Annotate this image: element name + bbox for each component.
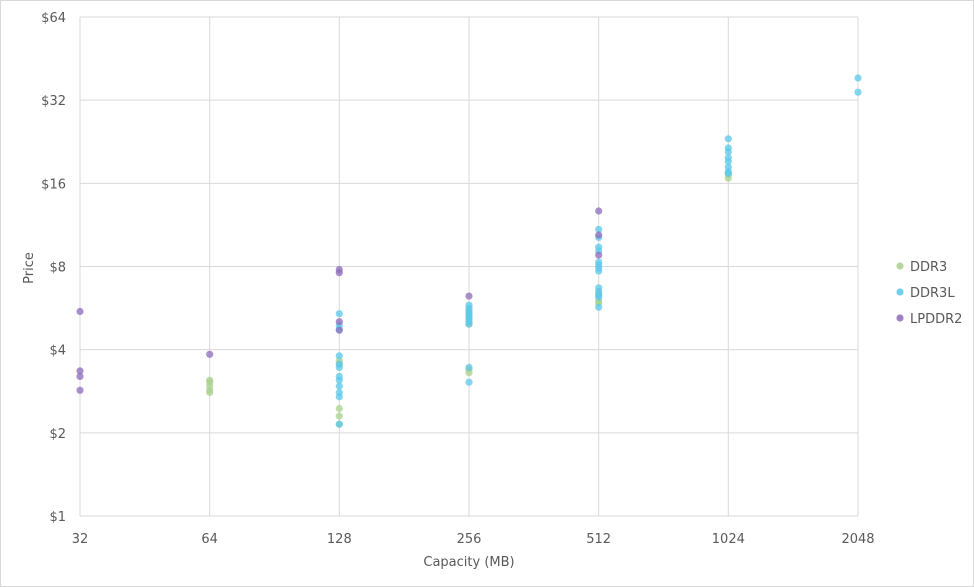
legend-label: DDR3 xyxy=(910,260,947,275)
legend-marker xyxy=(896,288,904,296)
x-tick-label: 1024 xyxy=(712,532,745,547)
data-points xyxy=(76,74,862,428)
data-point xyxy=(335,420,343,428)
y-axis-title: Price xyxy=(22,252,37,284)
gridlines xyxy=(79,16,859,517)
data-point xyxy=(465,320,473,328)
y-tick-label: $1 xyxy=(49,510,66,525)
data-point xyxy=(854,88,862,96)
data-point xyxy=(595,207,603,215)
data-point xyxy=(465,292,473,300)
data-point xyxy=(206,350,214,358)
data-point xyxy=(465,363,473,371)
data-point xyxy=(76,307,84,316)
data-point xyxy=(335,363,343,371)
data-point xyxy=(595,231,603,239)
x-tick-label: 128 xyxy=(327,532,352,547)
data-point xyxy=(724,169,732,177)
y-tick-label: $16 xyxy=(41,177,66,192)
data-point xyxy=(335,352,343,360)
data-point xyxy=(206,388,214,397)
data-point xyxy=(595,267,603,275)
legend-label: LPDDR2 xyxy=(910,312,962,327)
legend-marker xyxy=(896,262,904,270)
x-tick-label: 256 xyxy=(457,532,482,547)
data-point xyxy=(335,326,343,334)
x-axis-title: Capacity (MB) xyxy=(423,555,514,570)
tick-labels: 32 64 128 256 512 1024 2048 $1 $2 $4 $8 $16 $32 $64 xyxy=(41,11,874,547)
data-point xyxy=(76,372,84,380)
data-point xyxy=(335,393,343,401)
data-point xyxy=(76,386,84,394)
data-point xyxy=(335,404,343,413)
data-point xyxy=(724,135,732,143)
legend-label: DDR3L xyxy=(910,286,955,301)
x-tick-label: 32 xyxy=(72,532,89,547)
data-point xyxy=(76,367,84,375)
data-point xyxy=(595,293,603,301)
legend: DDR3 DDR3L LPDDR2 xyxy=(896,260,962,327)
y-tick-label: $4 xyxy=(49,344,66,359)
y-tick-label: $8 xyxy=(49,261,66,276)
y-tick-label: $32 xyxy=(41,94,66,109)
data-point xyxy=(335,310,343,318)
data-point xyxy=(335,269,343,277)
legend-marker xyxy=(896,314,904,322)
data-point xyxy=(465,378,473,386)
data-point xyxy=(595,251,603,259)
data-point xyxy=(724,157,732,166)
data-point xyxy=(595,225,603,233)
x-tick-label: 2048 xyxy=(841,532,874,547)
y-tick-label: $64 xyxy=(41,11,66,26)
data-point xyxy=(335,376,343,384)
data-point xyxy=(335,412,343,420)
data-point xyxy=(335,318,343,326)
data-point xyxy=(854,74,862,82)
series-lpddr2 xyxy=(76,207,603,394)
data-point xyxy=(335,382,343,390)
x-tick-label: 64 xyxy=(201,532,218,547)
data-point xyxy=(465,369,473,377)
data-point xyxy=(595,303,603,311)
data-point xyxy=(724,148,732,156)
y-tick-label: $2 xyxy=(49,427,66,442)
x-tick-label: 512 xyxy=(586,532,611,547)
